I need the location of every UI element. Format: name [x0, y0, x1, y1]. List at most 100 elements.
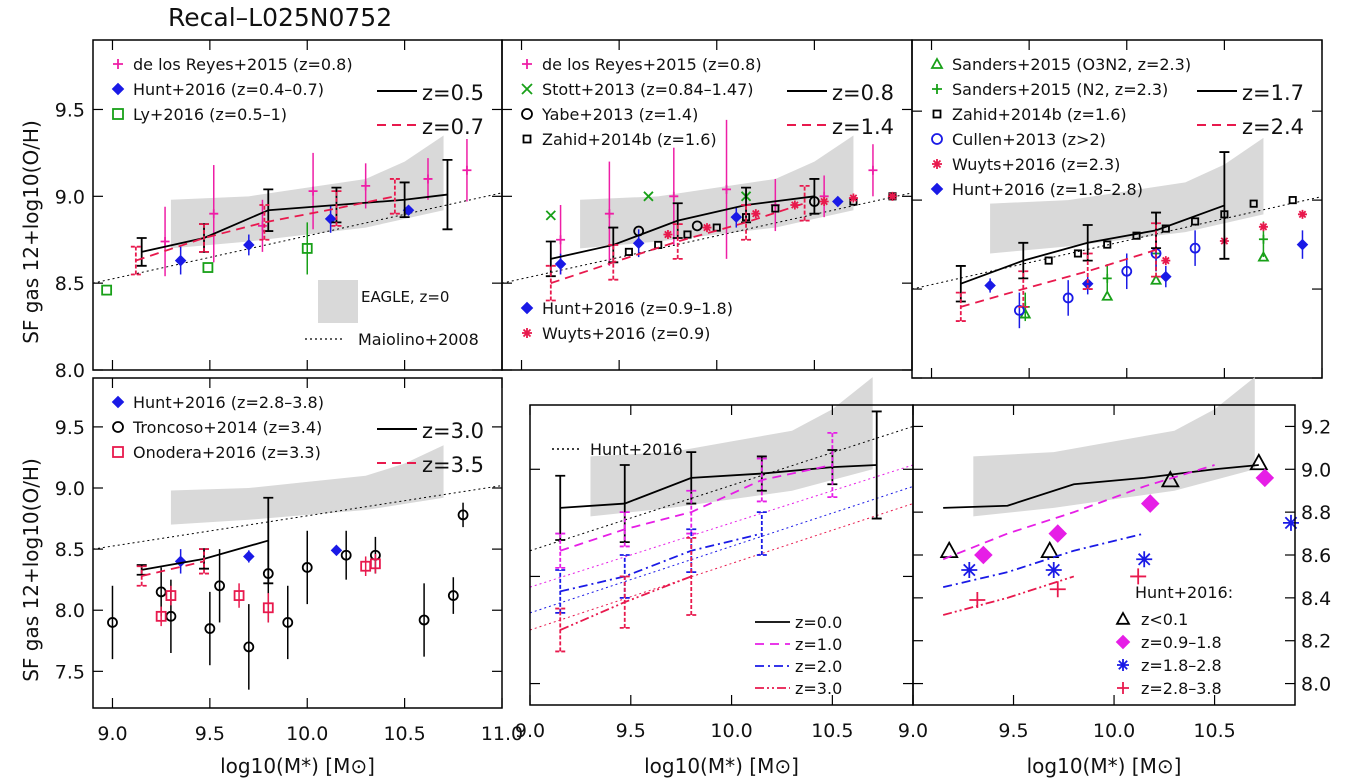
legend-label: Zahid+2014b (z=1.6): [542, 130, 717, 149]
y-tick-label: 8.0: [55, 360, 85, 382]
model-errorbar: [1082, 224, 1093, 262]
obs-point: [301, 562, 313, 573]
hunt-fit-line: [529, 503, 914, 631]
obs-point: [1044, 256, 1053, 265]
y-tick-label: 8.2: [1301, 631, 1331, 653]
panel-top-left: 8.0 8.5 9.0 9.5 de los Reyes+2015 (z=0.8) Hun…: [55, 39, 503, 382]
legend-label: z=1.8–2.8: [1141, 656, 1222, 675]
hunt-fit-line: [529, 425, 914, 552]
eagle-band: [973, 377, 1255, 517]
panel-frame: [911, 39, 1323, 379]
model-errorbar: [871, 410, 882, 520]
model-errorbar: [608, 244, 619, 281]
y-tick-label: 9.5: [55, 99, 85, 121]
model-errorbar: [1219, 151, 1230, 260]
legend-marker: [932, 84, 942, 94]
model-errorbar: [555, 532, 566, 569]
model-errorbar: [399, 181, 410, 219]
legend-label: z=2.8–3.8: [1141, 679, 1222, 698]
obs-point: [712, 223, 721, 232]
obs-point: [683, 230, 692, 239]
obs-point: [1062, 292, 1074, 304]
legend-marker: [1117, 659, 1129, 671]
model-errorbar: [259, 204, 270, 241]
model-errorbar: [1082, 252, 1093, 290]
obs-point: [722, 184, 732, 194]
obs-point: [165, 590, 177, 601]
model-errorbar: [955, 291, 966, 322]
obs-point: [632, 237, 645, 249]
obs-point: [730, 211, 743, 223]
legend-label: Sanders+2015 (O3N2, z=2.3): [952, 55, 1191, 74]
legend-marker: [521, 108, 533, 120]
hunt-fit-line: [529, 485, 914, 614]
legend-marker: [930, 57, 944, 69]
obs-point: [961, 562, 978, 578]
obs-point: [1102, 273, 1112, 283]
obs-point: [262, 602, 274, 614]
model-errorbar: [130, 245, 141, 276]
obs-point: [1297, 209, 1307, 219]
panel-bottom-middle: 9.0 9.5 10.0 10.5 log10(M*) [M⊙] Hunt+2016 z=0…: [515, 377, 914, 778]
obs-point: [790, 200, 800, 210]
panel-frame: [92, 377, 503, 709]
obs-point: [457, 509, 469, 521]
y-tick-label: 9.0: [55, 186, 85, 208]
x-tick-label: 9.0: [515, 720, 545, 742]
obs-point: [1258, 222, 1268, 232]
y-tick-label: 8.0: [55, 600, 85, 622]
obs-point: [418, 614, 430, 626]
obs-point: [330, 544, 343, 557]
obs-point: [669, 191, 679, 201]
obs-point: [1282, 514, 1299, 531]
model-legend-label: z=3.0: [422, 419, 484, 443]
obs-point: [1101, 289, 1114, 301]
eagle-band: [590, 377, 873, 517]
legend-label: z<0.1: [1141, 610, 1188, 629]
obs-point: [1249, 453, 1269, 471]
obs-point: [887, 191, 897, 201]
obs-point: [308, 186, 318, 196]
obs-point: [340, 549, 352, 561]
model-errorbar: [1151, 222, 1162, 278]
model-errorbar: [1151, 211, 1162, 250]
model-errorbar: [827, 431, 838, 499]
obs-point: [1296, 238, 1309, 251]
legend-marker: [931, 133, 943, 145]
series-legend-label: z=1.0: [795, 635, 842, 654]
panel-top-middle: de los Reyes+2015 (z=0.8) Stott+2013 (z=0…: [501, 39, 913, 371]
y-tick-label: 9.5: [55, 417, 85, 439]
legend-label: Ly+2016 (z=0.5–1): [133, 105, 287, 124]
y-tick-label: 9.2: [1301, 416, 1331, 438]
legend-marker: [113, 59, 123, 69]
obs-point: [282, 617, 294, 628]
obs-point: [107, 617, 118, 628]
model-line: [550, 202, 805, 285]
series-legend-label: z=3.0: [795, 679, 842, 698]
obs-point: [1191, 217, 1200, 226]
obs-point: [214, 580, 225, 592]
legend-marker: [932, 109, 942, 119]
x-tick-label: 9.0: [898, 720, 928, 742]
model-line: [141, 193, 448, 253]
obs-point: [233, 590, 245, 601]
y-tick-label: 8.8: [1301, 502, 1331, 524]
obs-point: [663, 230, 673, 240]
y-axis-label: SF gas 12+log10(O/H): [19, 458, 43, 682]
legend-label: Hunt+2016 (z=1.8–2.8): [952, 180, 1143, 199]
legend-marker: [112, 108, 124, 120]
y-tick-label: 8.5: [55, 273, 85, 295]
eagle-legend-swatch: [318, 280, 358, 323]
model-errorbar: [136, 565, 147, 587]
x-tick-label: 10.5: [811, 720, 853, 742]
model-legend-label: z=3.5: [422, 453, 484, 477]
obs-point: [101, 284, 113, 296]
legend-label: Hunt+2016 (z=0.4–0.7): [133, 80, 324, 99]
legend-marker: [1117, 682, 1129, 694]
panel-bottom-left: 7.5 8.0 8.5 9.0 9.5 9.0 9.5 10.0 10.5 11.0 log10(M…: [55, 377, 523, 778]
model-errorbar: [545, 264, 556, 302]
obs-point: [243, 550, 255, 563]
y-tick-label: 9.0: [55, 478, 85, 500]
model-errorbar: [619, 575, 630, 629]
legend-label: Wuyts+2016 (z=2.3): [952, 155, 1120, 174]
